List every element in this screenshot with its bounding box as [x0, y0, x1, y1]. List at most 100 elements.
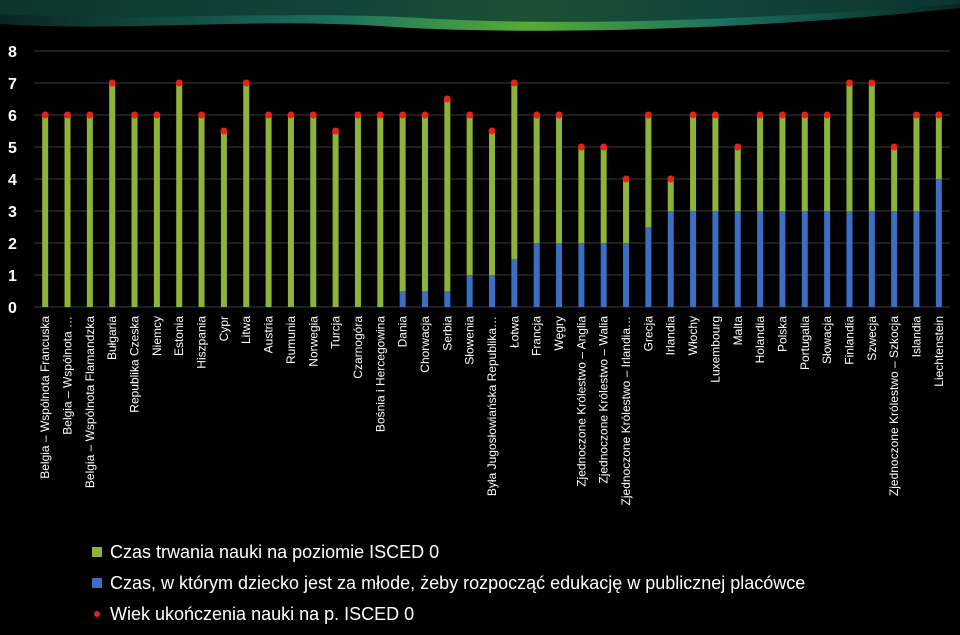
- bar-public-start: [645, 227, 652, 307]
- bar-public-start: [399, 291, 406, 307]
- bar-isced0-duration: [377, 115, 384, 307]
- bar-public-start: [779, 211, 786, 307]
- bar-isced0-duration: [421, 115, 428, 291]
- end-age-dot: [131, 111, 139, 119]
- x-tick-label: Szwecja: [865, 316, 879, 361]
- x-tick-label: Była Jugosłowiańska Republika…: [485, 316, 499, 496]
- end-age-dot: [577, 143, 585, 151]
- bar-isced0-duration: [533, 115, 540, 243]
- x-tick-label: Liechtenstein: [932, 316, 946, 387]
- bar-isced0-duration: [153, 115, 160, 307]
- x-tick-label: Bułgaria: [105, 316, 119, 360]
- bar-isced0-duration: [556, 115, 563, 243]
- end-age-dot: [242, 79, 250, 87]
- end-age-dot: [644, 111, 652, 119]
- bar-public-start: [466, 275, 473, 307]
- x-tick-label: Zjednoczone Królestwo – Irlandia…: [619, 316, 633, 505]
- bar-isced0-duration: [712, 115, 719, 211]
- end-age-dot: [108, 79, 116, 87]
- red-dot-icon: [94, 610, 100, 617]
- x-tick-label: Zjednoczone Królestwo – Szkocja: [887, 316, 901, 496]
- y-axis-ticks: 0 1 2 3 4 5 6 7 8: [8, 44, 17, 317]
- bar-public-start: [801, 211, 808, 307]
- bar-isced0-duration: [623, 179, 630, 243]
- bar-public-start: [600, 243, 607, 307]
- x-tick-label: Estonia: [172, 316, 186, 356]
- x-tick-label: Austria: [262, 316, 276, 354]
- x-tick-label: Finlandia: [842, 316, 856, 365]
- bar-isced0-duration: [667, 179, 674, 211]
- end-age-dot: [667, 175, 675, 183]
- end-age-dot: [399, 111, 407, 119]
- blue-square-icon: [92, 577, 102, 588]
- bars: [42, 83, 942, 307]
- x-tick-label: Chorwacja: [418, 316, 432, 373]
- bar-isced0-duration: [310, 115, 317, 307]
- end-age-dot: [86, 111, 94, 119]
- x-tick-label: Belgia – Wspólnota Flamandzka: [83, 316, 97, 488]
- x-tick-label: Francja: [530, 316, 544, 356]
- end-age-dot: [354, 111, 362, 119]
- x-tick-label: Rumunia: [284, 316, 298, 364]
- x-tick-label: Hiszpania: [195, 316, 209, 369]
- bar-isced0-duration: [64, 115, 71, 307]
- bar-public-start: [623, 243, 630, 307]
- legend-label: Wiek ukończenia nauki na p. ISCED 0: [110, 603, 415, 624]
- x-tick-label: Luxembourg: [708, 316, 722, 383]
- end-age-dot: [622, 175, 630, 183]
- end-age-dot: [689, 111, 697, 119]
- bar-isced0-duration: [243, 83, 250, 307]
- bar-isced0-duration: [578, 147, 585, 243]
- x-tick-label: Serbia: [440, 316, 454, 351]
- y-tick-label: 7: [8, 76, 17, 93]
- end-age-markers: [41, 79, 943, 183]
- bar-isced0-duration: [131, 115, 138, 307]
- bar-public-start: [868, 211, 875, 307]
- bar-public-start: [489, 275, 495, 307]
- end-age-dot: [890, 143, 898, 151]
- x-tick-label: Islandia: [909, 316, 923, 358]
- bar-isced0-duration: [220, 131, 227, 307]
- end-age-dot: [801, 111, 809, 119]
- bar-public-start: [444, 291, 451, 307]
- bar-isced0-duration: [779, 115, 786, 211]
- x-tick-label: Litwa: [239, 316, 253, 344]
- bar-isced0-duration: [757, 115, 764, 211]
- y-tick-label: 0: [8, 300, 17, 317]
- bar-public-start: [891, 211, 898, 307]
- end-age-dot: [823, 111, 831, 119]
- bar-isced0-duration: [801, 115, 808, 211]
- bar-isced0-duration: [86, 115, 93, 307]
- bar-public-start: [511, 259, 518, 307]
- x-tick-label: Węgry: [552, 316, 566, 351]
- x-tick-label: Dania: [396, 316, 410, 348]
- bar-public-start: [667, 211, 674, 307]
- bar-isced0-duration: [198, 115, 205, 307]
- bar-isced0-duration: [600, 147, 607, 243]
- bar-public-start: [824, 211, 831, 307]
- end-age-dot: [175, 79, 183, 87]
- bar-public-start: [421, 291, 428, 307]
- decorative-header-band: [0, 0, 960, 31]
- bar-isced0-duration: [690, 115, 697, 211]
- bar-isced0-duration: [42, 115, 49, 307]
- bar-isced0-duration: [287, 115, 294, 307]
- end-age-dot: [711, 111, 719, 119]
- bar-isced0-duration: [109, 83, 116, 307]
- y-tick-label: 6: [8, 108, 17, 125]
- bar-isced0-duration: [868, 83, 875, 211]
- x-tick-label: Włochy: [686, 316, 700, 355]
- end-age-dot: [734, 143, 742, 151]
- bar-isced0-duration: [489, 131, 495, 275]
- end-age-dot: [287, 111, 295, 119]
- x-tick-label: Niemcy: [150, 316, 164, 356]
- bar-isced0-duration: [913, 115, 920, 211]
- end-age-dot: [756, 111, 764, 119]
- end-age-dot: [309, 111, 317, 119]
- y-tick-label: 5: [8, 140, 17, 157]
- x-tick-label: Łotwa: [507, 316, 521, 348]
- end-age-dot: [64, 111, 72, 119]
- bar-isced0-duration: [176, 83, 183, 307]
- end-age-dot: [466, 111, 474, 119]
